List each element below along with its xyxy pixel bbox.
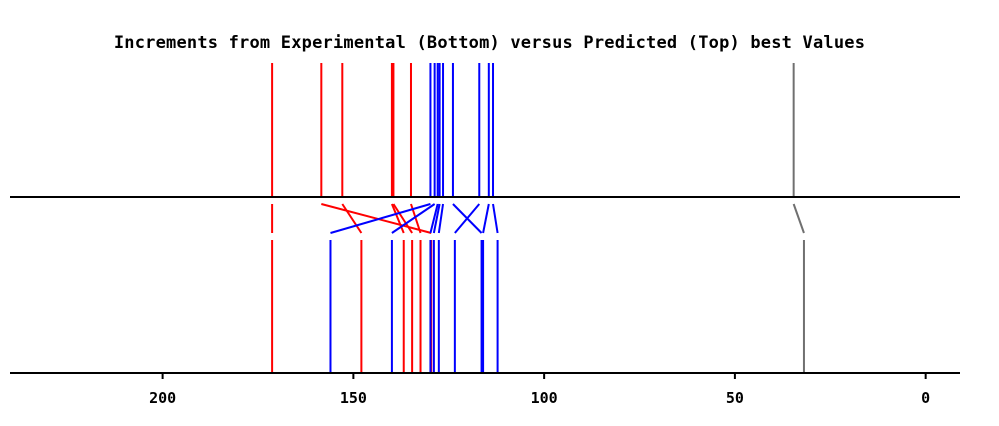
connector-line-11 <box>437 203 445 234</box>
connector-line-5 <box>392 203 413 234</box>
chart-title: Increments from Experimental (Bottom) ve… <box>113 33 866 53</box>
x-tick-label-0: 0 <box>921 389 930 407</box>
x-tick-label-200: 200 <box>149 389 176 407</box>
connector-line-3 <box>341 203 363 234</box>
connector-line-15 <box>492 203 499 234</box>
x-axis-ticks-group: 200 150 100 50 0 <box>149 373 930 407</box>
connector-line-10 <box>432 203 441 234</box>
x-tick-label-100: 100 <box>531 389 558 407</box>
connector-lines-group <box>271 203 805 234</box>
predicted-lines-group <box>271 63 795 197</box>
experimental-lines-group <box>271 240 805 373</box>
x-tick-label-150: 150 <box>340 389 367 407</box>
connector-line-4 <box>390 203 405 234</box>
connector-line-13 <box>454 203 481 234</box>
connector-line-8 <box>391 203 436 234</box>
connector-line-14 <box>482 203 490 234</box>
x-tick-label-50: 50 <box>726 389 744 407</box>
connector-line-16 <box>792 203 805 234</box>
connector-line-2 <box>321 203 432 234</box>
connector-line-9 <box>429 203 439 234</box>
connector-line-7 <box>330 203 431 234</box>
